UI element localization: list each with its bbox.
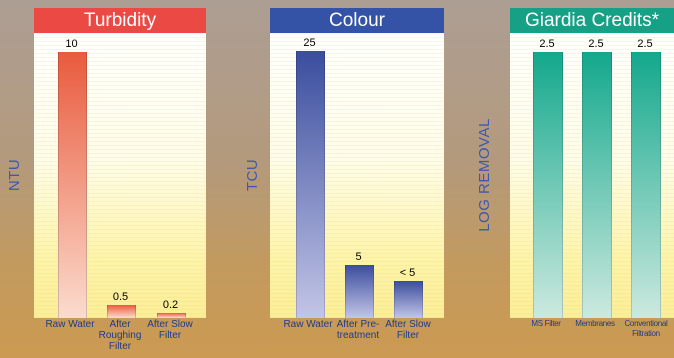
data-label: 0.2 [162,298,179,311]
bar [157,312,186,318]
data-label: 2.5 [588,38,604,51]
bar [107,304,136,318]
bar [582,52,612,318]
category-label: After Pre-treatment [336,319,380,341]
chart-title: Colour [270,8,444,33]
category-label: MS Filter [531,319,561,328]
category-label: After Slow Filter [385,319,431,341]
bar [533,52,563,318]
data-label: < 5 [399,266,416,279]
data-label: 0.5 [112,290,129,303]
chart-title: Giardia Credits* [510,8,674,33]
bar [394,280,423,318]
category-label: Raw Water [283,319,333,330]
category-label: Membranes [575,319,615,328]
data-label: 10 [65,37,78,50]
category-label: After Roughing Filter [98,319,142,352]
data-label: 5 [355,250,362,263]
bar [345,264,374,318]
y-axis-label: TCU [244,158,261,192]
category-label: Raw Water [45,319,95,330]
bar [296,51,325,318]
data-label: 2.5 [637,38,653,51]
chart-title: Turbidity [34,8,206,33]
bar [631,52,661,318]
data-label: 2.5 [539,38,555,51]
bar [58,51,87,318]
category-label: After Slow Filter [147,319,193,341]
data-label: 25 [303,37,316,50]
y-axis-label: LOG REMOVAL [476,118,493,232]
y-axis-label: NTU [6,158,23,192]
category-label: Conventional Filtration [624,319,668,338]
